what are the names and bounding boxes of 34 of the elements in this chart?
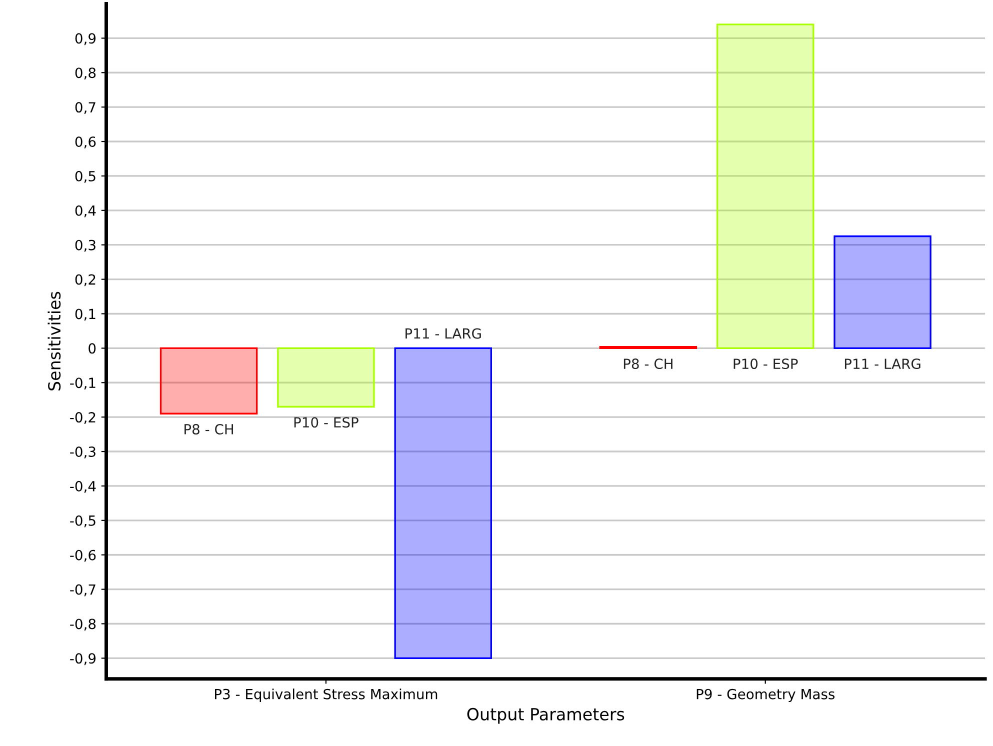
bar: [277, 347, 375, 408]
y-tick-label: 0,1: [75, 308, 96, 321]
y-tick-label: -0,5: [70, 515, 96, 528]
x-axis-title: Output Parameters: [467, 708, 624, 724]
y-tick-label: -0,6: [70, 550, 96, 562]
bar: [716, 24, 814, 350]
y-tick-label: -0,1: [70, 378, 96, 390]
y-tick-label: 0,9: [75, 33, 96, 46]
y-tick-label: -0,2: [70, 412, 96, 424]
y-tick-label: -0,8: [70, 618, 96, 631]
y-tick-label: -0,4: [70, 480, 96, 493]
bar: [394, 347, 492, 660]
y-tick-label: 0,8: [75, 68, 96, 80]
series-label: P10 - ESP: [734, 358, 798, 370]
y-tick-label: 0,2: [75, 274, 96, 286]
y-tick-label: -0,3: [70, 446, 96, 458]
series-label: P11 - LARG: [406, 328, 481, 339]
x-tick-label: P3 - Equivalent Stress Maximum: [215, 688, 438, 702]
y-tick-label: 0: [88, 343, 96, 354]
x-tick-label: P9 - Geometry Mass: [696, 688, 835, 702]
series-label: P8 - CH: [624, 358, 672, 370]
text: P8 - CH: [184, 424, 234, 435]
y-axis-title: Sensitivities: [48, 292, 61, 390]
y-tick-label: 0,5: [75, 170, 96, 183]
y-tick-label: 0,3: [75, 240, 96, 252]
bar: [160, 347, 258, 414]
y-tick-label: 0,4: [75, 205, 96, 218]
y-tick-label: -0,9: [70, 653, 96, 666]
text: P11 - LARG: [844, 358, 920, 370]
y-tick-label: -0,7: [70, 584, 96, 596]
y-tick-label: 0,7: [75, 102, 96, 114]
text: P10 - ESP: [294, 417, 358, 428]
bar: [834, 235, 932, 350]
y-tick-label: 0,6: [75, 136, 96, 148]
